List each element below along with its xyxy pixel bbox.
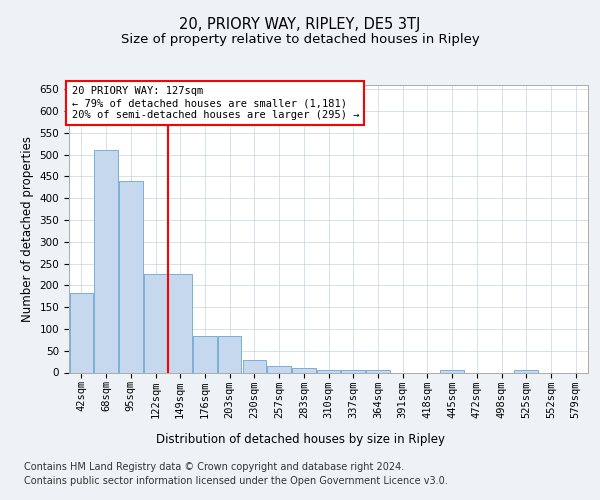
Text: Distribution of detached houses by size in Ripley: Distribution of detached houses by size … xyxy=(155,432,445,446)
Bar xyxy=(341,370,365,372)
Bar xyxy=(70,293,93,372)
Bar xyxy=(440,370,464,372)
Bar xyxy=(94,150,118,372)
Text: 20, PRIORY WAY, RIPLEY, DE5 3TJ: 20, PRIORY WAY, RIPLEY, DE5 3TJ xyxy=(179,18,421,32)
Text: 20 PRIORY WAY: 127sqm
← 79% of detached houses are smaller (1,181)
20% of semi-d: 20 PRIORY WAY: 127sqm ← 79% of detached … xyxy=(71,86,359,120)
Bar xyxy=(366,370,389,372)
Bar xyxy=(119,181,143,372)
Bar xyxy=(169,274,192,372)
Bar xyxy=(292,368,316,372)
Bar xyxy=(144,274,167,372)
Text: Size of property relative to detached houses in Ripley: Size of property relative to detached ho… xyxy=(121,32,479,46)
Y-axis label: Number of detached properties: Number of detached properties xyxy=(21,136,34,322)
Bar xyxy=(268,366,291,372)
Bar xyxy=(317,370,340,372)
Bar xyxy=(193,336,217,372)
Bar xyxy=(514,370,538,372)
Bar xyxy=(218,336,241,372)
Text: Contains public sector information licensed under the Open Government Licence v3: Contains public sector information licen… xyxy=(24,476,448,486)
Text: Contains HM Land Registry data © Crown copyright and database right 2024.: Contains HM Land Registry data © Crown c… xyxy=(24,462,404,472)
Bar xyxy=(242,360,266,372)
